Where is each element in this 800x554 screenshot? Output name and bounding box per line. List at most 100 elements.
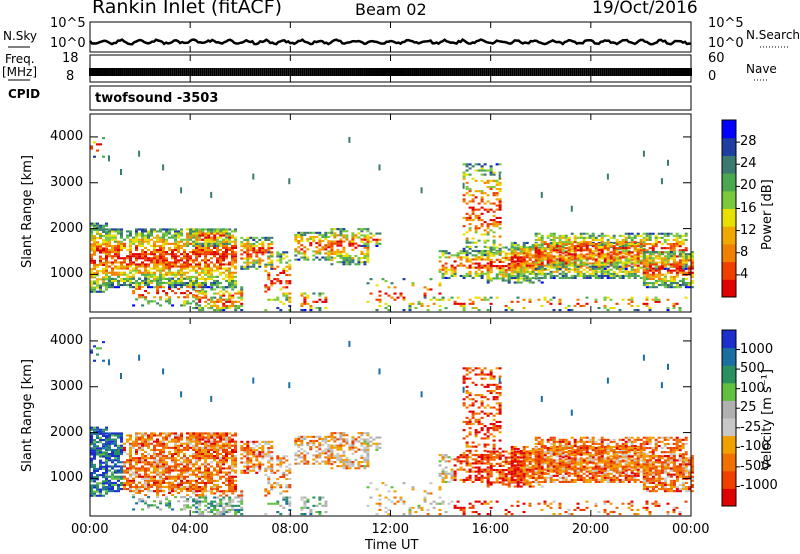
heatmap-cell [135, 253, 138, 256]
heatmap-cell [198, 263, 201, 266]
heatmap-cell [507, 263, 511, 266]
heatmap-cell [162, 259, 165, 262]
heatmap-cell [228, 483, 231, 486]
heatmap-cell [225, 242, 229, 245]
heatmap-cell [267, 288, 271, 291]
heatmap-cell [273, 282, 277, 285]
heatmap-cell [180, 286, 183, 289]
heatmap-cell [102, 486, 105, 489]
heatmap-cell [486, 279, 490, 282]
heatmap-cell [378, 304, 382, 307]
heatmap-cell [210, 461, 213, 464]
heatmap-cell [99, 441, 102, 444]
heatmap-cell [594, 272, 598, 275]
heatmap-cell [174, 448, 177, 451]
heatmap-cell [510, 256, 514, 259]
heatmap-cell [213, 240, 216, 243]
heatmap-cell [480, 179, 484, 182]
heatmap-cell [153, 467, 156, 470]
heatmap-cell [636, 245, 640, 248]
heatmap-cell [441, 252, 445, 255]
heatmap-cell [558, 234, 562, 237]
heatmap-cell [480, 272, 484, 275]
heatmap-cell [468, 266, 472, 269]
heatmap-cell [501, 260, 505, 263]
heatmap-cell [138, 294, 142, 297]
heatmap-cell [225, 432, 228, 435]
heatmap-cell [582, 276, 586, 279]
heatmap-cell [672, 257, 676, 260]
heatmap-cell [489, 186, 493, 189]
heatmap-cell [579, 257, 583, 260]
heatmap-cell [495, 194, 499, 197]
heatmap-cell [147, 273, 150, 276]
heatmap-cell [522, 264, 526, 267]
heatmap-cell [141, 236, 144, 239]
heatmap-cell [651, 245, 655, 248]
heatmap-cell [141, 281, 145, 284]
heatmap-cell [177, 475, 180, 478]
heatmap-cell [159, 238, 162, 241]
heatmap-cell [246, 259, 250, 262]
heatmap-cell [222, 450, 225, 453]
heatmap-cell [327, 231, 331, 234]
heatmap-cell [195, 469, 198, 472]
heatmap-cell [549, 257, 553, 260]
heatmap-cell [480, 298, 484, 301]
heatmap-cell [129, 259, 132, 262]
heatmap-cell [366, 254, 370, 257]
heatmap-cell [489, 302, 493, 305]
heatmap-cell [120, 453, 123, 456]
heatmap-cell [564, 272, 568, 275]
heatmap-cell [204, 267, 207, 270]
heatmap-cell [201, 275, 204, 278]
heatmap-cell [294, 238, 298, 241]
heatmap-cell [657, 255, 661, 258]
heatmap-cell [138, 486, 141, 489]
heatmap-cell [516, 248, 520, 251]
heatmap-cell [96, 270, 99, 273]
heatmap-cell [648, 282, 652, 285]
heatmap-cell [318, 307, 322, 310]
heatmap-cell [165, 438, 168, 441]
heatmap-cell [195, 438, 198, 441]
heatmap-cell [477, 256, 481, 259]
heatmap-cell [90, 274, 93, 277]
heatmap-cell [189, 236, 193, 239]
heatmap-cell [579, 243, 583, 246]
heatmap-cell [681, 234, 685, 237]
heatmap-cell [102, 230, 105, 233]
heatmap-cell [165, 475, 168, 478]
heatmap-cell [435, 298, 439, 301]
heatmap-cell [648, 309, 652, 312]
heatmap-cell [204, 442, 208, 445]
heatmap-cell [192, 240, 196, 243]
heatmap-cell [348, 261, 352, 264]
heatmap-cell [318, 252, 322, 255]
heatmap-cell [564, 262, 568, 265]
heatmap-cell [261, 243, 265, 246]
heatmap-cell [201, 432, 205, 435]
heatmap-cell [129, 277, 132, 280]
heatmap-cell [93, 439, 96, 442]
heatmap-cell [171, 236, 174, 239]
heatmap-cell [495, 246, 499, 249]
heatmap-cell [99, 449, 102, 452]
heatmap-cell [198, 246, 201, 249]
heatmap-cell [477, 274, 481, 277]
heatmap-cell [129, 469, 132, 472]
heatmap-cell [474, 229, 478, 232]
heatmap-cell [228, 450, 231, 453]
heatmap-cell [171, 281, 175, 284]
heatmap-cell [324, 307, 328, 310]
heatmap-cell [504, 256, 508, 259]
heatmap-cell [228, 471, 231, 474]
heatmap-cell [561, 270, 565, 273]
heatmap-cell [234, 450, 237, 453]
heatmap-cell [480, 256, 484, 259]
heatmap-cell [195, 269, 198, 272]
heatmap-cell [165, 477, 168, 480]
heatmap-cell [636, 254, 640, 257]
heatmap-cell [111, 271, 114, 274]
heatmap-cell [225, 455, 228, 458]
